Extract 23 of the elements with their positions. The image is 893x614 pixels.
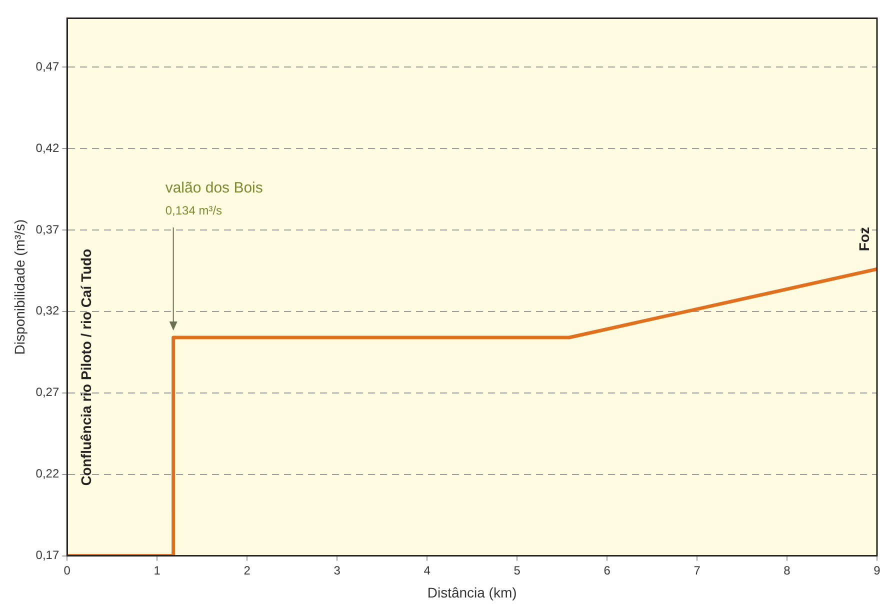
y-tick-label: 0,42 (36, 140, 60, 155)
x-tick-label: 5 (514, 563, 521, 578)
y-axis-title: Disponibilidade (m³/s) (11, 219, 28, 355)
x-tick-label: 8 (784, 563, 791, 578)
y-tick-label: 0,17 (36, 548, 60, 562)
annotation: Foz (856, 226, 872, 252)
x-tick-label: 0 (64, 563, 71, 578)
annotation: 0,134 m³/s (165, 204, 222, 218)
y-tick-label: 0,22 (36, 466, 60, 481)
y-tick-label: 0,37 (36, 222, 60, 236)
x-tick-label: 1 (154, 563, 161, 578)
annotation: Confluência rio Piloto / rio Caí Tudo (78, 248, 94, 486)
y-tick-label: 0,47 (36, 59, 60, 74)
x-tick-label: 2 (244, 563, 251, 578)
y-tick-label: 0,27 (36, 385, 60, 400)
x-tick-label: 3 (334, 563, 341, 578)
x-tick-label: 4 (424, 563, 431, 578)
x-tick-label: 7 (694, 563, 701, 578)
y-tick-label: 0,32 (36, 304, 60, 318)
annotation: valão dos Bois (165, 180, 263, 196)
x-tick-label: 9 (874, 563, 881, 578)
x-axis-title: Distância (km) (427, 584, 517, 600)
x-tick-label: 6 (604, 563, 611, 578)
